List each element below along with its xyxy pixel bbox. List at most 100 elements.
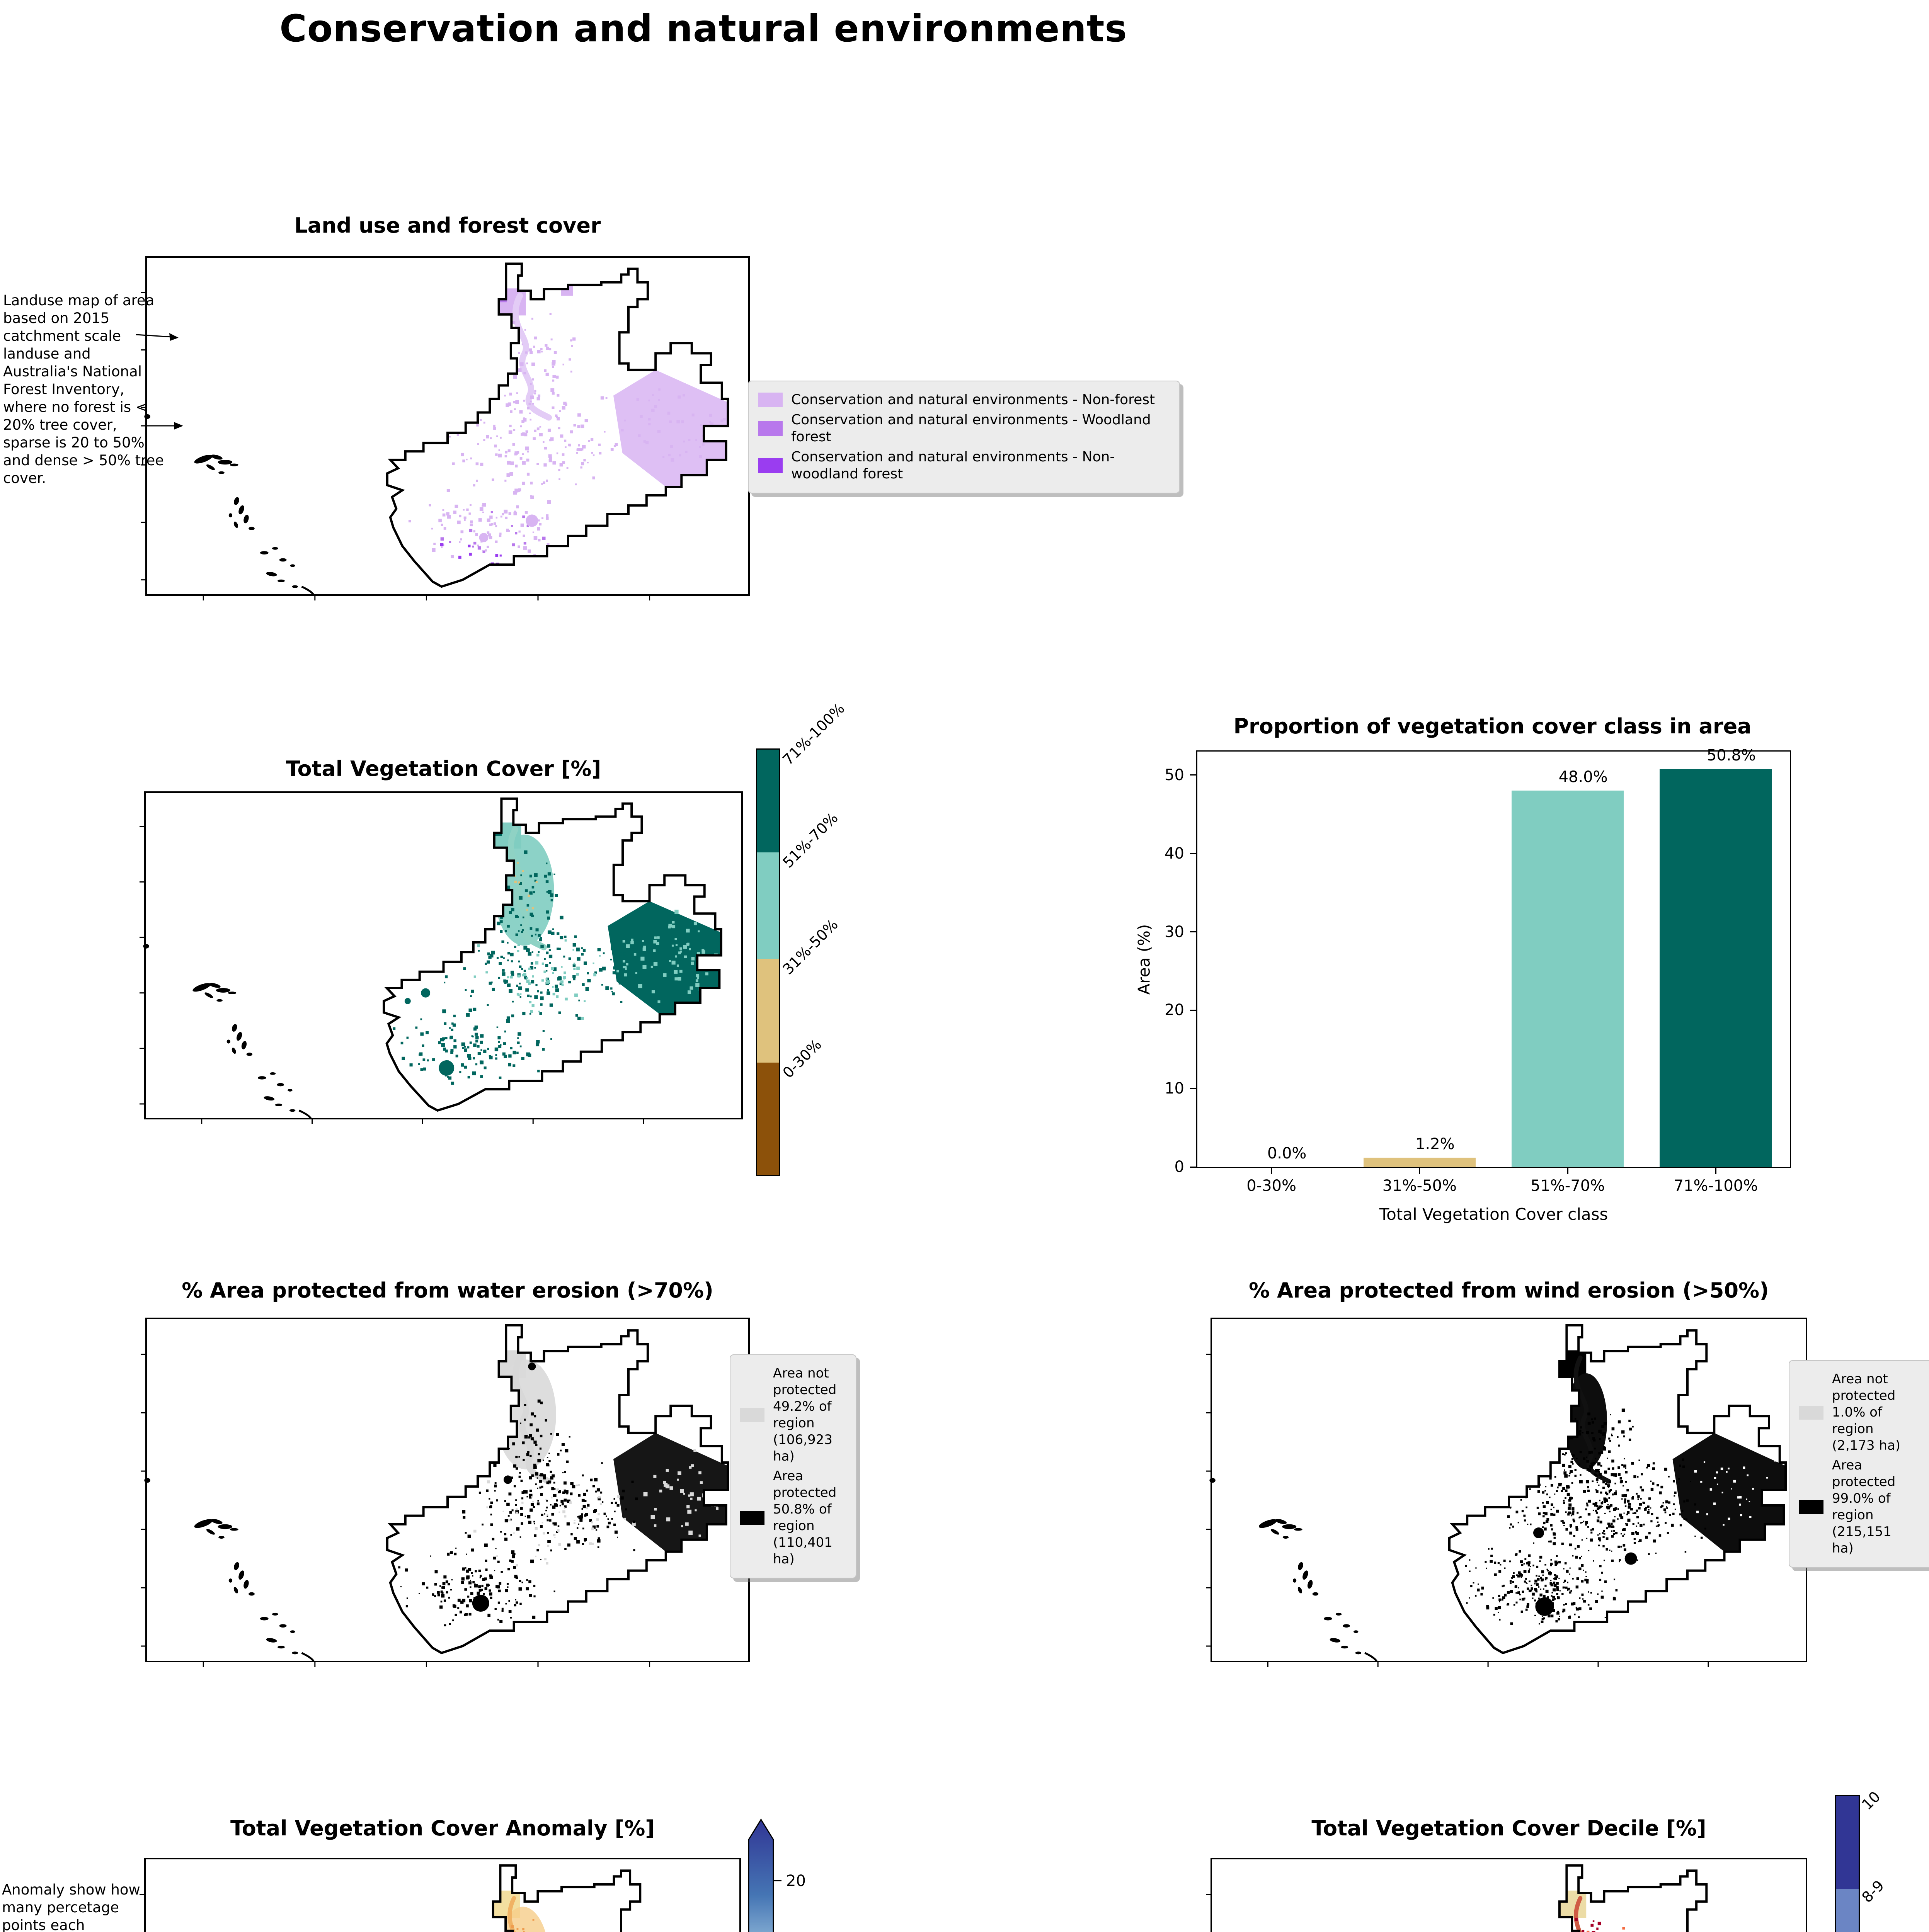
map-speckle	[620, 978, 623, 982]
map-speckle	[561, 1503, 564, 1505]
map-speckle	[419, 1593, 420, 1594]
map-speckle	[1682, 1458, 1684, 1461]
map-speckle	[1490, 1554, 1493, 1558]
map-speckle	[1570, 1461, 1573, 1464]
map-speckle	[1585, 1576, 1587, 1577]
map-speckle	[520, 1507, 523, 1510]
map-speckle	[577, 425, 581, 428]
map-speckle	[545, 1510, 547, 1512]
map-speckle	[598, 1537, 600, 1539]
map-speckle	[554, 1488, 556, 1490]
map-speckle	[1634, 1512, 1636, 1515]
map-speckle	[507, 952, 511, 955]
map-speckle	[1551, 1503, 1553, 1506]
map-speckle	[467, 1054, 471, 1058]
map-speckle	[1632, 1512, 1634, 1514]
map-speckle	[1576, 1577, 1579, 1580]
map-speckle	[1603, 1497, 1607, 1501]
map-speckle	[519, 882, 522, 885]
map-speckle	[1549, 1540, 1552, 1543]
map-speckle	[1519, 1594, 1521, 1595]
map-speckle	[1583, 1570, 1584, 1571]
map-speckle	[1599, 1500, 1600, 1502]
map-speckle	[1593, 1560, 1594, 1562]
map-speckle	[1586, 1581, 1589, 1584]
map-speckle	[482, 505, 484, 507]
map-speckle	[627, 965, 628, 968]
map-frame	[144, 1858, 741, 1932]
map-speckle	[518, 930, 520, 932]
map-speckle	[1527, 1561, 1531, 1564]
map-speckle	[1571, 1507, 1575, 1510]
map-speckle	[526, 904, 529, 907]
map-speckle	[1637, 1495, 1640, 1498]
map-speckle	[1630, 1508, 1633, 1511]
map-speckle	[449, 1037, 452, 1039]
map-speckle	[480, 1049, 482, 1051]
map-speckle	[1495, 1607, 1498, 1610]
map-speckle	[507, 976, 509, 978]
map-speckle	[577, 1527, 579, 1529]
map-speckle	[489, 1055, 493, 1060]
map-speckle	[477, 1592, 480, 1595]
map-speckle	[659, 1489, 662, 1493]
map-speckle	[1517, 1574, 1520, 1578]
map-speckle	[1576, 1458, 1578, 1459]
map-speckle	[695, 983, 700, 987]
map-speckle	[606, 1526, 610, 1529]
map-speckle	[570, 1492, 573, 1495]
map-speckle	[1518, 1587, 1519, 1588]
map-speckle	[519, 410, 523, 414]
map-speckle	[512, 1442, 515, 1446]
map-speckle	[1563, 1580, 1566, 1582]
map-speckle	[1580, 1426, 1582, 1429]
map-speckle	[530, 1437, 534, 1440]
map-speckle	[538, 1010, 540, 1013]
map-speckle	[1686, 1499, 1689, 1502]
map-speckle	[525, 351, 528, 354]
map-speckle	[513, 429, 516, 431]
map-speckle	[1564, 1469, 1565, 1471]
map-speckle	[558, 469, 560, 471]
map-speckle	[674, 977, 678, 981]
map-speckle	[1658, 1534, 1662, 1537]
map-speckle	[502, 972, 506, 976]
map-speckle	[686, 929, 690, 933]
map-speckle	[531, 1004, 535, 1007]
map-speckle	[528, 895, 530, 897]
map-speckle	[553, 1494, 557, 1497]
map-speckle	[1582, 1598, 1584, 1600]
map-speckle	[515, 1504, 517, 1506]
map-speckle	[1488, 1548, 1490, 1550]
island	[277, 1083, 284, 1087]
map-speckle	[506, 529, 509, 532]
map-speckle	[1608, 1486, 1609, 1488]
map-speckle	[1518, 1571, 1521, 1574]
map-speckle	[1636, 1532, 1638, 1534]
map-speckle	[550, 1433, 552, 1435]
map-speckle	[663, 1481, 666, 1484]
map-speckle	[1545, 1579, 1547, 1581]
map-speckle	[1622, 1927, 1625, 1930]
map-speckle	[587, 979, 591, 983]
map-speckle	[567, 1543, 570, 1547]
map-speckle	[1570, 1524, 1571, 1526]
map-speckle	[1599, 1473, 1602, 1476]
map-speckle	[1595, 1469, 1599, 1473]
map-speckle	[1510, 1622, 1513, 1625]
map-speckle	[506, 885, 511, 889]
map-speckle	[430, 1555, 431, 1557]
map-speckle	[548, 954, 553, 959]
map-speckle	[1566, 1570, 1569, 1573]
map-speckle	[1589, 1465, 1593, 1469]
map-speckle	[1587, 1487, 1589, 1488]
map-speckle	[536, 397, 540, 401]
map-speckle	[1548, 1572, 1551, 1575]
map-speckle	[1600, 1476, 1602, 1479]
map-speckle	[1578, 1517, 1580, 1519]
legend-item-label: Area not protected 49.2% of region (106,…	[773, 1366, 837, 1464]
map-speckle	[469, 529, 471, 532]
map-speckle	[1477, 1588, 1480, 1592]
map-speckle	[1674, 1509, 1676, 1510]
map-speckle	[612, 992, 615, 995]
